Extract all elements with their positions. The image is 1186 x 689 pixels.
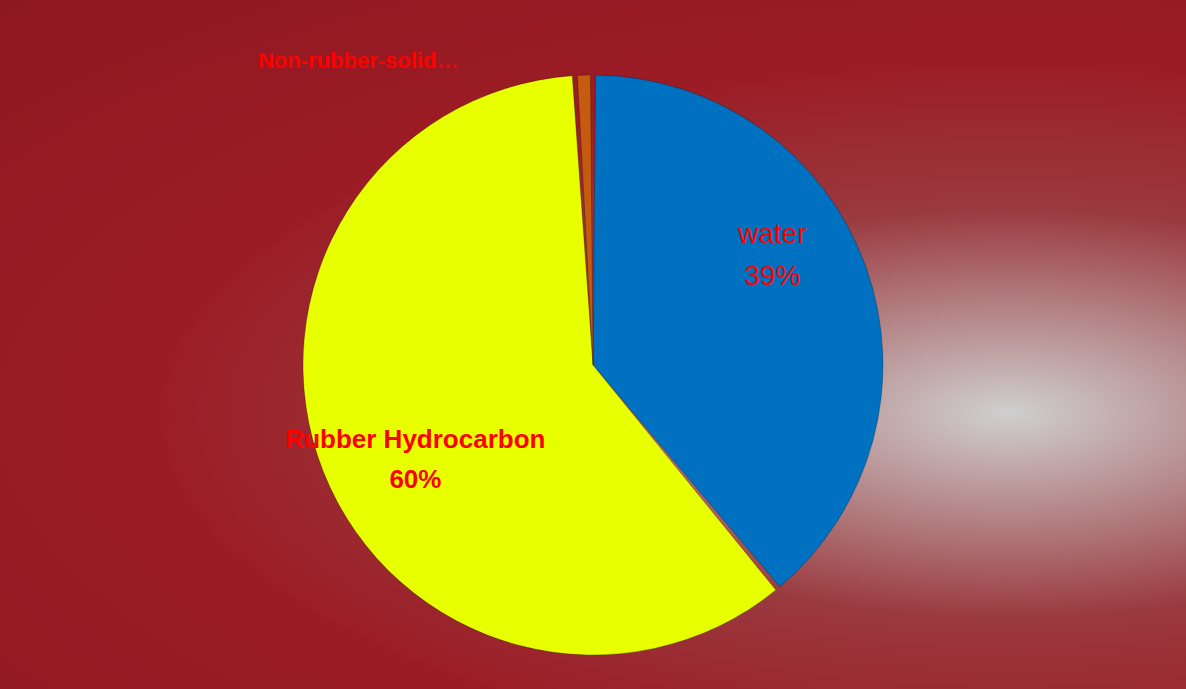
svg-text:Rubber Hydrocarbon: Rubber Hydrocarbon (285, 424, 545, 454)
svg-text:water: water (737, 218, 806, 249)
svg-text:Non-rubber-solid…: Non-rubber-solid… (258, 48, 458, 73)
svg-text:39%: 39% (744, 260, 800, 291)
svg-text:60%: 60% (389, 464, 441, 494)
